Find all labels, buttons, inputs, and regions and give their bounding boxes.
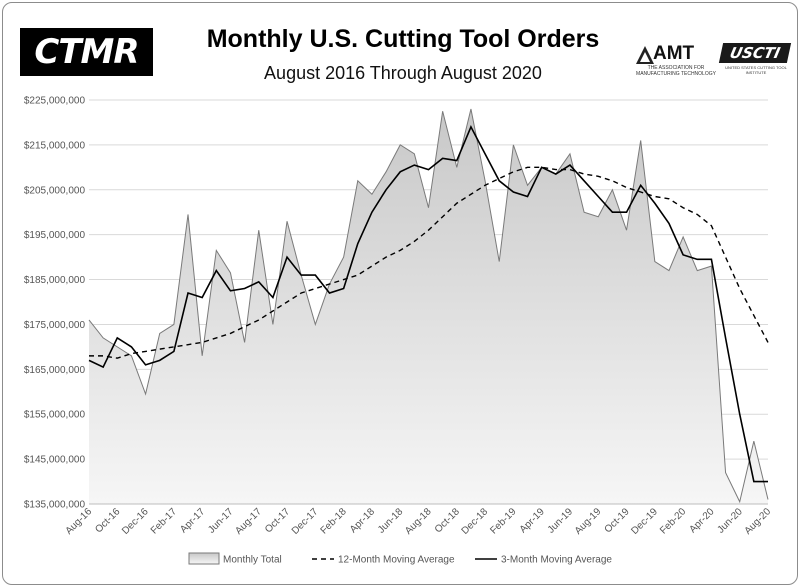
x-tick-label: Aug-20 bbox=[743, 506, 774, 537]
x-tick-label: Aug-16 bbox=[64, 506, 95, 537]
series-line-3-month-ma bbox=[88, 125, 768, 483]
x-tick-label: Jun-18 bbox=[376, 506, 406, 536]
x-tick-label: Feb-17 bbox=[149, 506, 179, 536]
legend: Monthly Total 12-Month Moving Average 3-Mo… bbox=[188, 552, 612, 566]
x-tick-label: Aug-18 bbox=[403, 506, 434, 537]
ctmr-logo: CTMR bbox=[20, 28, 153, 76]
legend-label-12-month-ma: 12-Month Moving Average bbox=[338, 555, 455, 566]
y-tick-label: $225,000,000 bbox=[24, 96, 86, 107]
y-tick-label: $135,000,000 bbox=[24, 500, 86, 511]
x-tick-label: Jun-20 bbox=[715, 506, 745, 536]
x-tick-label: Oct-18 bbox=[433, 506, 462, 535]
x-tick-label: Aug-17 bbox=[233, 506, 264, 537]
x-tick-label: Dec-16 bbox=[120, 506, 151, 537]
amt-logo-subtext: THE ASSOCIATION FOR MANUFACTURING TECHNO… bbox=[636, 65, 716, 77]
chart-subtitle: August 2016 Through August 2020 bbox=[264, 63, 542, 83]
x-tick-label: Apr-18 bbox=[348, 506, 377, 535]
y-tick-label: $145,000,000 bbox=[24, 455, 86, 466]
x-tick-label: Apr-17 bbox=[178, 506, 207, 535]
x-tick-label: Jun-19 bbox=[546, 506, 576, 536]
x-tick-label: Apr-19 bbox=[518, 506, 547, 535]
x-tick-label: Feb-18 bbox=[319, 506, 349, 536]
series-line-monthly-total bbox=[88, 108, 769, 504]
ctmr-logo-text: CTMR bbox=[34, 32, 139, 72]
x-tick-label: Apr-20 bbox=[688, 506, 717, 535]
x-tick-label: Feb-19 bbox=[488, 506, 518, 536]
y-tick-label: $185,000,000 bbox=[24, 275, 86, 286]
legend-label-monthly-total: Monthly Total bbox=[223, 555, 282, 566]
amt-logo: AMT THE ASSOCIATION FOR MANUFACTURING TE… bbox=[635, 43, 717, 77]
amt-logo-icon bbox=[636, 46, 654, 64]
amt-logo-text: AMT bbox=[653, 43, 695, 64]
y-tick-label: $175,000,000 bbox=[24, 320, 86, 331]
chart-title: Monthly U.S. Cutting Tool Orders bbox=[206, 25, 600, 53]
y-tick-label: $195,000,000 bbox=[24, 230, 86, 241]
x-tick-label: Oct-17 bbox=[263, 506, 292, 535]
series-line-12-month-ma bbox=[89, 166, 769, 359]
x-tick-label: Oct-16 bbox=[93, 506, 122, 535]
y-tick-label: $205,000,000 bbox=[24, 185, 86, 196]
y-tick-label: $215,000,000 bbox=[24, 140, 86, 151]
series-area-monthly-total bbox=[89, 108, 768, 504]
x-tick-label: Dec-17 bbox=[290, 506, 321, 537]
y-tick-label: $155,000,000 bbox=[24, 410, 86, 421]
legend-label-3-month-ma: 3-Month Moving Average bbox=[501, 555, 612, 566]
x-tick-label: Dec-19 bbox=[629, 506, 660, 537]
legend-swatch-monthly-total bbox=[188, 552, 220, 565]
uscti-logo: USCTI UNITED STATES CUTTING TOOL INSTITU… bbox=[718, 43, 793, 77]
x-tick-label: Aug-19 bbox=[573, 506, 604, 537]
y-tick-label: $165,000,000 bbox=[24, 365, 86, 376]
x-tick-label: Dec-18 bbox=[460, 506, 491, 537]
x-tick-label: Oct-19 bbox=[603, 506, 632, 535]
x-tick-label: Feb-20 bbox=[658, 506, 688, 536]
uscti-logo-subtext: UNITED STATES CUTTING TOOL INSTITUTE bbox=[725, 65, 787, 75]
x-tick-label: Jun-17 bbox=[206, 506, 236, 536]
